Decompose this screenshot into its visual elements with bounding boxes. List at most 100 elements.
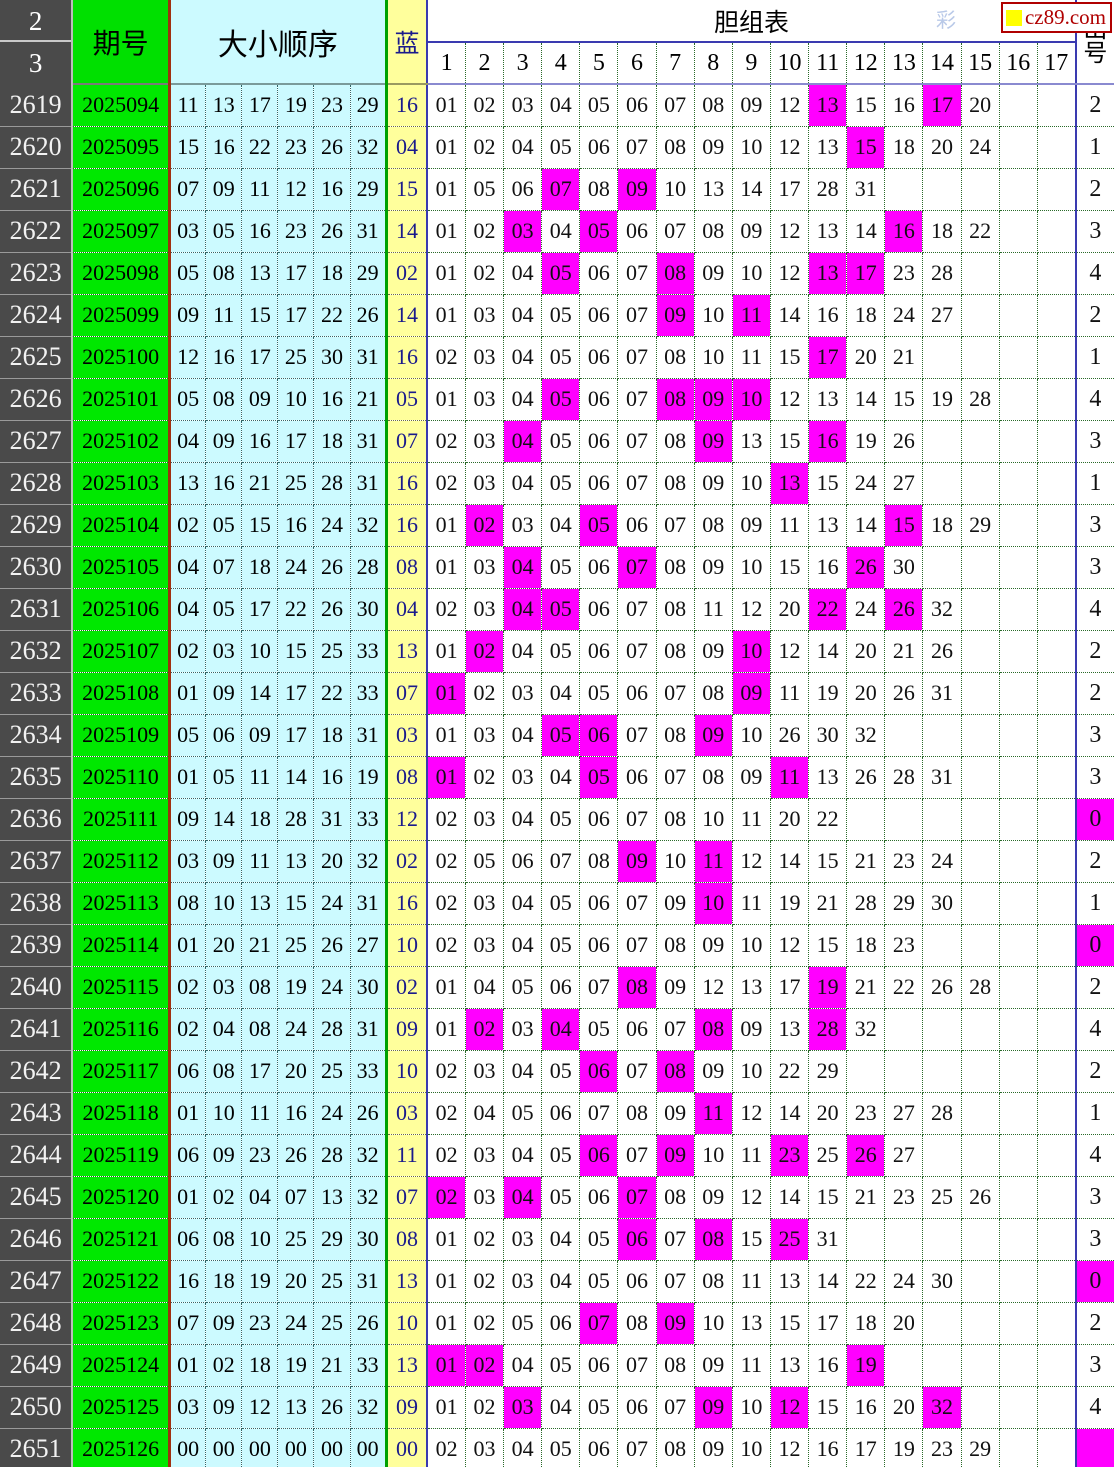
table-row[interactable]: 2629 2025104 02 05 15 16 24 32 16 01 02 03 04 05 06 07 0… — [0, 504, 1114, 547]
issue-number[interactable]: 2025096 — [72, 168, 172, 211]
group-cell: 09 — [617, 840, 657, 883]
group-cell: 13 — [770, 1344, 810, 1387]
table-row[interactable]: 2646 2025121 06 08 10 25 29 30 08 01 02 03 04 05 06 07 0… — [0, 1218, 1114, 1261]
table-row[interactable]: 2640 2025115 02 03 08 19 24 30 02 01 04 05 06 07 08 09 1… — [0, 966, 1114, 1009]
table-row[interactable]: 2634 2025109 05 06 09 17 18 31 03 01 03 04 05 06 07 08 0… — [0, 714, 1114, 757]
issue-number[interactable]: 2025123 — [72, 1302, 172, 1345]
out-count: 1 — [1074, 126, 1114, 169]
issue-number[interactable]: 2025120 — [72, 1176, 172, 1219]
group-cell-empty — [961, 1302, 1000, 1345]
red-ball: 22 — [313, 672, 351, 715]
table-row[interactable]: 2635 2025110 01 05 11 14 16 19 08 01 02 03 04 05 06 07 0… — [0, 756, 1114, 799]
issue-number[interactable]: 2025107 — [72, 630, 172, 673]
issue-number[interactable]: 2025124 — [72, 1344, 172, 1387]
issue-number[interactable]: 2025105 — [72, 546, 172, 589]
issue-number[interactable]: 2025117 — [72, 1050, 172, 1093]
table-row[interactable]: 2619 2025094 11 13 17 19 23 29 16 01 02 03 04 05 06 07 0… — [0, 84, 1114, 127]
table-row[interactable]: 2623 2025098 05 08 13 17 18 29 02 01 02 04 05 06 07 08 0… — [0, 252, 1114, 295]
table-row[interactable]: 2648 2025123 07 09 23 24 25 26 10 01 02 05 06 07 08 09 1… — [0, 1302, 1114, 1345]
group-cell-empty — [922, 1134, 962, 1177]
issue-number[interactable]: 2025122 — [72, 1260, 172, 1303]
group-cell-empty — [999, 84, 1038, 127]
issue-number[interactable]: 2025114 — [72, 924, 172, 967]
table-row[interactable]: 2620 2025095 15 16 22 23 26 32 04 01 02 04 05 06 07 08 0… — [0, 126, 1114, 169]
blue-ball: 09 — [386, 1386, 429, 1429]
table-row[interactable]: 2638 2025113 08 10 13 15 24 31 16 02 03 04 05 06 07 09 1… — [0, 882, 1114, 925]
issue-number[interactable]: 2025118 — [72, 1092, 172, 1135]
group-cell: 07 — [617, 924, 657, 967]
issue-number[interactable]: 2025126 — [72, 1428, 172, 1467]
issue-number[interactable]: 2025097 — [72, 210, 172, 253]
issue-number[interactable]: 2025110 — [72, 756, 172, 799]
issue-number[interactable]: 2025103 — [72, 462, 172, 505]
group-cell: 15 — [808, 840, 848, 883]
issue-number[interactable]: 2025125 — [72, 1386, 172, 1429]
issue-number[interactable]: 2025115 — [72, 966, 172, 1009]
red-ball: 03 — [169, 210, 207, 253]
issue-number[interactable]: 2025100 — [72, 336, 172, 379]
issue-number[interactable]: 2025106 — [72, 588, 172, 631]
table-row[interactable]: 2624 2025099 09 11 15 17 22 26 14 01 03 04 05 06 07 09 1… — [0, 294, 1114, 337]
out-count: 3 — [1074, 210, 1114, 253]
red-ball: 23 — [313, 84, 351, 127]
issue-number[interactable]: 2025108 — [72, 672, 172, 715]
group-cell: 14 — [770, 840, 810, 883]
table-row[interactable]: 2633 2025108 01 09 14 17 22 33 07 01 02 03 04 05 06 07 0… — [0, 672, 1114, 715]
issue-number[interactable]: 2025119 — [72, 1134, 172, 1177]
group-cell: 15 — [770, 1302, 810, 1345]
group-cell: 06 — [617, 84, 657, 127]
group-cell: 32 — [846, 714, 886, 757]
table-row[interactable]: 2621 2025096 07 09 11 12 16 29 15 01 05 06 07 08 09 10 1… — [0, 168, 1114, 211]
group-cell: 02 — [465, 1302, 505, 1345]
group-cell: 05 — [541, 336, 581, 379]
red-ball: 18 — [313, 714, 351, 757]
table-row[interactable]: 2626 2025101 05 08 09 10 16 21 05 01 03 04 05 06 07 08 0… — [0, 378, 1114, 421]
group-cell: 11 — [694, 840, 733, 883]
table-row[interactable]: 2642 2025117 06 08 17 20 25 33 10 02 03 04 05 06 07 08 0… — [0, 1050, 1114, 1093]
table-row[interactable]: 2639 2025114 01 20 21 25 26 27 10 02 03 04 05 06 07 08 0… — [0, 924, 1114, 967]
table-row[interactable]: 2645 2025120 01 02 04 07 13 32 07 02 03 04 05 06 07 08 0… — [0, 1176, 1114, 1219]
issue-number[interactable]: 2025102 — [72, 420, 172, 463]
group-cell: 16 — [808, 546, 848, 589]
table-row[interactable]: 2651 2025126 00 00 00 00 00 00 00 02 03 04 05 06 07 08 0… — [0, 1428, 1114, 1467]
table-row[interactable]: 2625 2025100 12 16 17 25 30 31 16 02 03 04 05 06 07 08 1… — [0, 336, 1114, 379]
group-cell: 05 — [541, 420, 581, 463]
table-row[interactable]: 2628 2025103 13 16 21 25 28 31 16 02 03 04 05 06 07 08 0… — [0, 462, 1114, 505]
group-column-headers: 1 2 3 4 5 6 7 8 9 10 11 12 13 14 15 16 17 — [0, 42, 1114, 85]
table-row[interactable]: 2630 2025105 04 07 18 24 26 28 08 01 03 04 05 06 07 08 0… — [0, 546, 1114, 589]
issue-number[interactable]: 2025111 — [72, 798, 172, 841]
group-cell: 15 — [770, 546, 810, 589]
group-cell: 26 — [846, 1134, 886, 1177]
group-cell: 04 — [503, 630, 543, 673]
table-row[interactable]: 2649 2025124 01 02 18 19 21 33 13 01 02 04 05 06 07 08 0… — [0, 1344, 1114, 1387]
red-ball: 31 — [350, 462, 388, 505]
issue-number[interactable]: 2025104 — [72, 504, 172, 547]
table-row[interactable]: 2636 2025111 09 14 18 28 31 33 12 02 03 04 05 06 07 08 1… — [0, 798, 1114, 841]
table-row[interactable]: 2641 2025116 02 04 08 24 28 31 09 01 02 03 04 05 06 07 0… — [0, 1008, 1114, 1051]
issue-number[interactable]: 2025113 — [72, 882, 172, 925]
red-ball: 22 — [241, 126, 279, 169]
table-row[interactable]: 2622 2025097 03 05 16 23 26 31 14 01 02 03 04 05 06 07 0… — [0, 210, 1114, 253]
issue-number[interactable]: 2025112 — [72, 840, 172, 883]
issue-number[interactable]: 2025121 — [72, 1218, 172, 1261]
table-row[interactable]: 2632 2025107 02 03 10 15 25 33 13 01 02 04 05 06 07 08 0… — [0, 630, 1114, 673]
table-row[interactable]: 2650 2025125 03 09 12 13 26 32 09 01 02 03 04 05 06 07 0… — [0, 1386, 1114, 1429]
issue-number[interactable]: 2025098 — [72, 252, 172, 295]
issue-number[interactable]: 2025095 — [72, 126, 172, 169]
issue-number[interactable]: 2025099 — [72, 294, 172, 337]
issue-number[interactable]: 2025109 — [72, 714, 172, 757]
red-ball: 07 — [205, 546, 243, 589]
group-cell-empty — [1037, 252, 1077, 295]
table-row[interactable]: 2643 2025118 01 10 11 16 24 26 03 02 04 05 06 07 08 09 1… — [0, 1092, 1114, 1135]
issue-number[interactable]: 2025101 — [72, 378, 172, 421]
group-cell: 08 — [656, 336, 695, 379]
table-row[interactable]: 2637 2025112 03 09 11 13 20 32 02 02 05 06 07 08 09 10 1… — [0, 840, 1114, 883]
issue-number[interactable]: 2025116 — [72, 1008, 172, 1051]
table-row[interactable]: 2647 2025122 16 18 19 20 25 31 13 01 02 03 04 05 06 07 0… — [0, 1260, 1114, 1303]
issue-number[interactable]: 2025094 — [72, 84, 172, 127]
group-cell: 16 — [884, 210, 924, 253]
table-row[interactable]: 2627 2025102 04 09 16 17 18 31 07 02 03 04 05 06 07 08 0… — [0, 420, 1114, 463]
blue-ball: 02 — [386, 252, 429, 295]
table-row[interactable]: 2644 2025119 06 09 23 26 28 32 11 02 03 04 05 06 07 09 1… — [0, 1134, 1114, 1177]
table-row[interactable]: 2631 2025106 04 05 17 22 26 30 04 02 03 04 05 06 07 08 1… — [0, 588, 1114, 631]
